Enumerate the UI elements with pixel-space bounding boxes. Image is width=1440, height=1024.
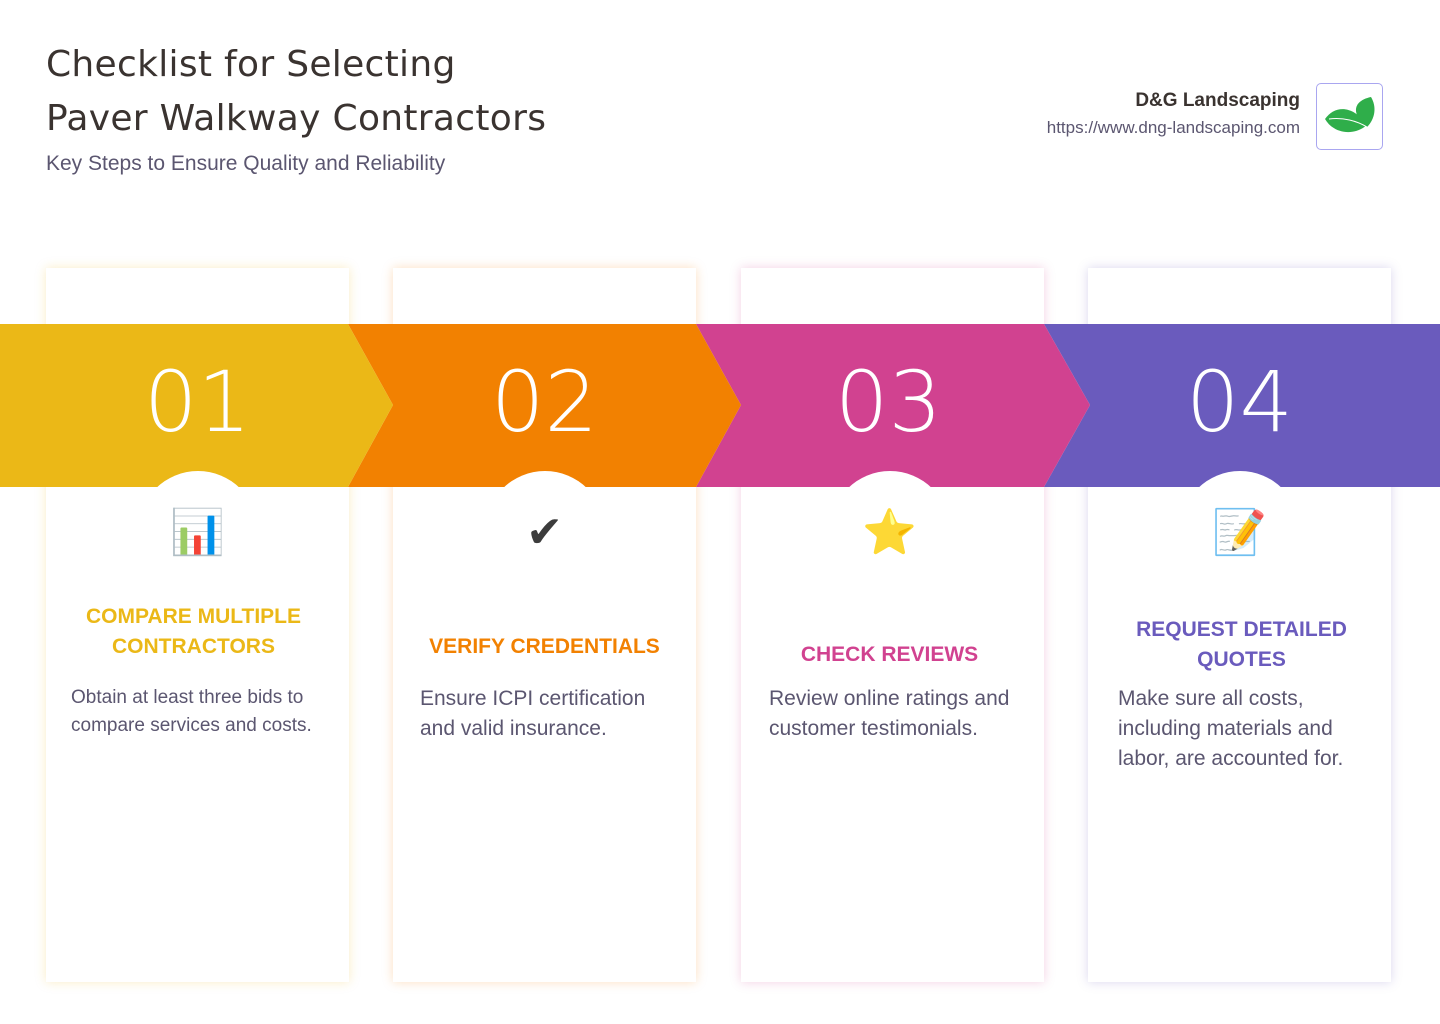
- arrow-step-4: [1044, 324, 1440, 487]
- title-line-2: Paver Walkway Contractors: [46, 98, 547, 139]
- card-body: [1088, 487, 1391, 982]
- brand-url[interactable]: https://www.dng-landscaping.com: [1046, 118, 1300, 137]
- step-title: REQUEST DETAILED QUOTES: [1136, 618, 1347, 671]
- step-description: Make sure all costs, including materials…: [1118, 687, 1344, 770]
- brand-name: D&G Landscaping: [1135, 90, 1300, 111]
- leaf-icon: [1316, 83, 1383, 150]
- step-description: Obtain at least three bids to compare se…: [71, 687, 312, 736]
- memo-icon: 📝: [1212, 508, 1267, 557]
- bar-chart-icon: 📊: [170, 508, 225, 557]
- step-number: 04: [1186, 353, 1293, 451]
- page-subtitle: Key Steps to Ensure Quality and Reliabil…: [46, 152, 446, 175]
- brand-info: D&G Landscaping https://www.dng-landscap…: [1047, 90, 1300, 138]
- arrow-band: [0, 324, 1440, 487]
- title-line-1: Checklist for Selecting: [46, 44, 456, 85]
- step-title: CHECK REVIEWS: [800, 643, 979, 666]
- card-body: [46, 487, 349, 982]
- arrow-step-3: [696, 324, 1090, 487]
- step-title: VERIFY CREDENTIALS: [429, 635, 660, 658]
- arrow-step-2: [348, 324, 741, 487]
- arrow-step-1: [0, 324, 393, 487]
- step-title: COMPARE MULTIPLE CONTRACTORS: [85, 605, 302, 658]
- page-title: Checklist for Selecting Paver Walkway Co…: [46, 38, 546, 146]
- star-icon: ⭐: [862, 508, 917, 557]
- card-body: [741, 487, 1044, 982]
- step-number: 02: [491, 353, 598, 451]
- step-number: 01: [144, 353, 251, 451]
- step-description: Review online ratings and customer testi…: [769, 687, 1010, 740]
- step-description: Ensure ICPI certification and valid insu…: [420, 687, 646, 740]
- step-number: 03: [835, 353, 942, 451]
- check-mark-icon: ✔: [526, 508, 563, 557]
- card-body: [393, 487, 696, 982]
